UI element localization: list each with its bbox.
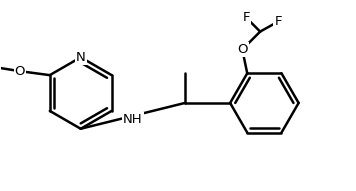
Text: F: F xyxy=(274,15,282,28)
Text: O: O xyxy=(15,65,25,78)
Text: F: F xyxy=(242,11,250,24)
Text: N: N xyxy=(76,51,85,64)
Text: NH: NH xyxy=(123,113,143,126)
Text: O: O xyxy=(237,43,247,56)
